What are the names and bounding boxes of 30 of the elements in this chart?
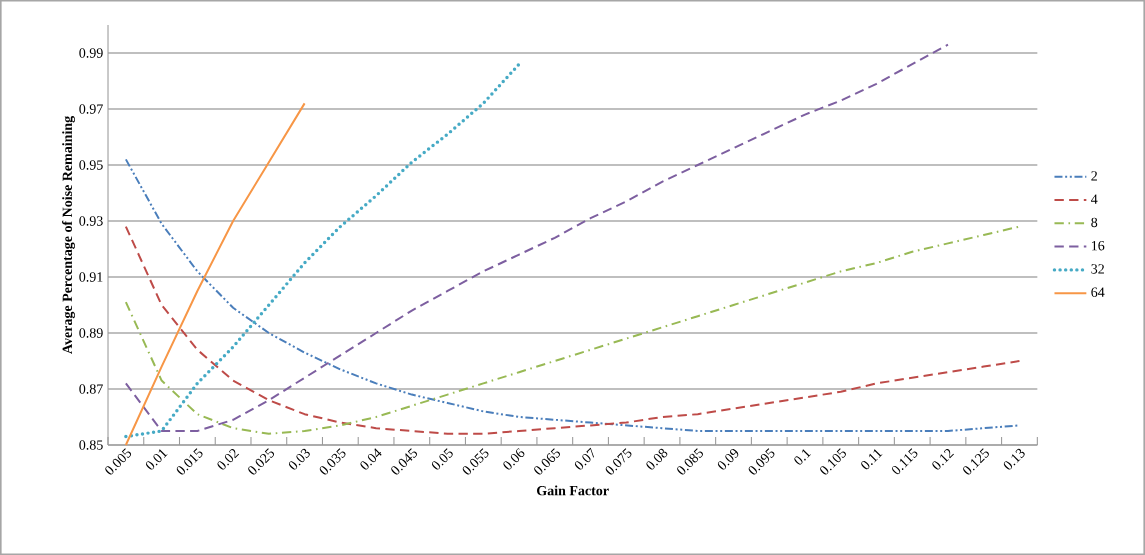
legend-label: 4: [1091, 194, 1098, 204]
x-tick-label: 0.12: [932, 448, 955, 470]
x-tick-label: 0.08: [646, 448, 668, 470]
line-series: [124, 102, 306, 446]
y-tick-label: 0.97: [79, 104, 103, 114]
legend-label: 2: [1091, 171, 1097, 181]
x-tick-label: 0.09: [717, 448, 739, 470]
y-tick-label: 0.91: [79, 272, 103, 282]
x-tick-label: 0.06: [503, 448, 525, 470]
y-tick-label: 0.95: [79, 160, 103, 170]
y-tick-label: 0.89: [79, 328, 103, 338]
x-tick-label: 0.03: [288, 448, 310, 470]
x-tick-label: 0.13: [1003, 448, 1025, 470]
x-tick-label: 0.05: [431, 448, 453, 470]
x-tick-label: 0.04: [360, 448, 382, 470]
legend-label: 64: [1091, 287, 1105, 297]
x-tick-label: 0.07: [574, 447, 594, 470]
legend-label: 8: [1091, 217, 1098, 228]
y-tick-label: 0.85: [79, 440, 103, 450]
y-tick-label: 0.99: [79, 48, 103, 58]
y-tick-label: 0.93: [79, 216, 103, 226]
y-axis-title: Average Percentage of Noise Remaining: [62, 116, 75, 354]
x-tick-label: 0.02: [217, 448, 240, 470]
x-tick-label: 0.1: [794, 449, 811, 465]
x-tick-label: 0.11: [861, 449, 883, 470]
legend-label: 16: [1091, 240, 1105, 251]
x-axis-title: Gain Factor: [537, 485, 609, 496]
x-tick-label: 0.01: [145, 449, 168, 470]
y-tick-label: 0.87: [79, 384, 103, 394]
legend-label: 32: [1091, 264, 1104, 274]
